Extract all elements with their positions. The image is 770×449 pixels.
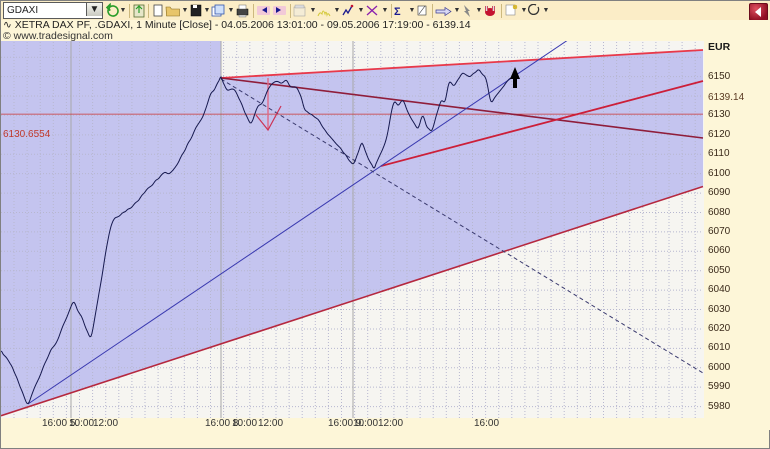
svg-text:Σ: Σ xyxy=(394,6,401,18)
